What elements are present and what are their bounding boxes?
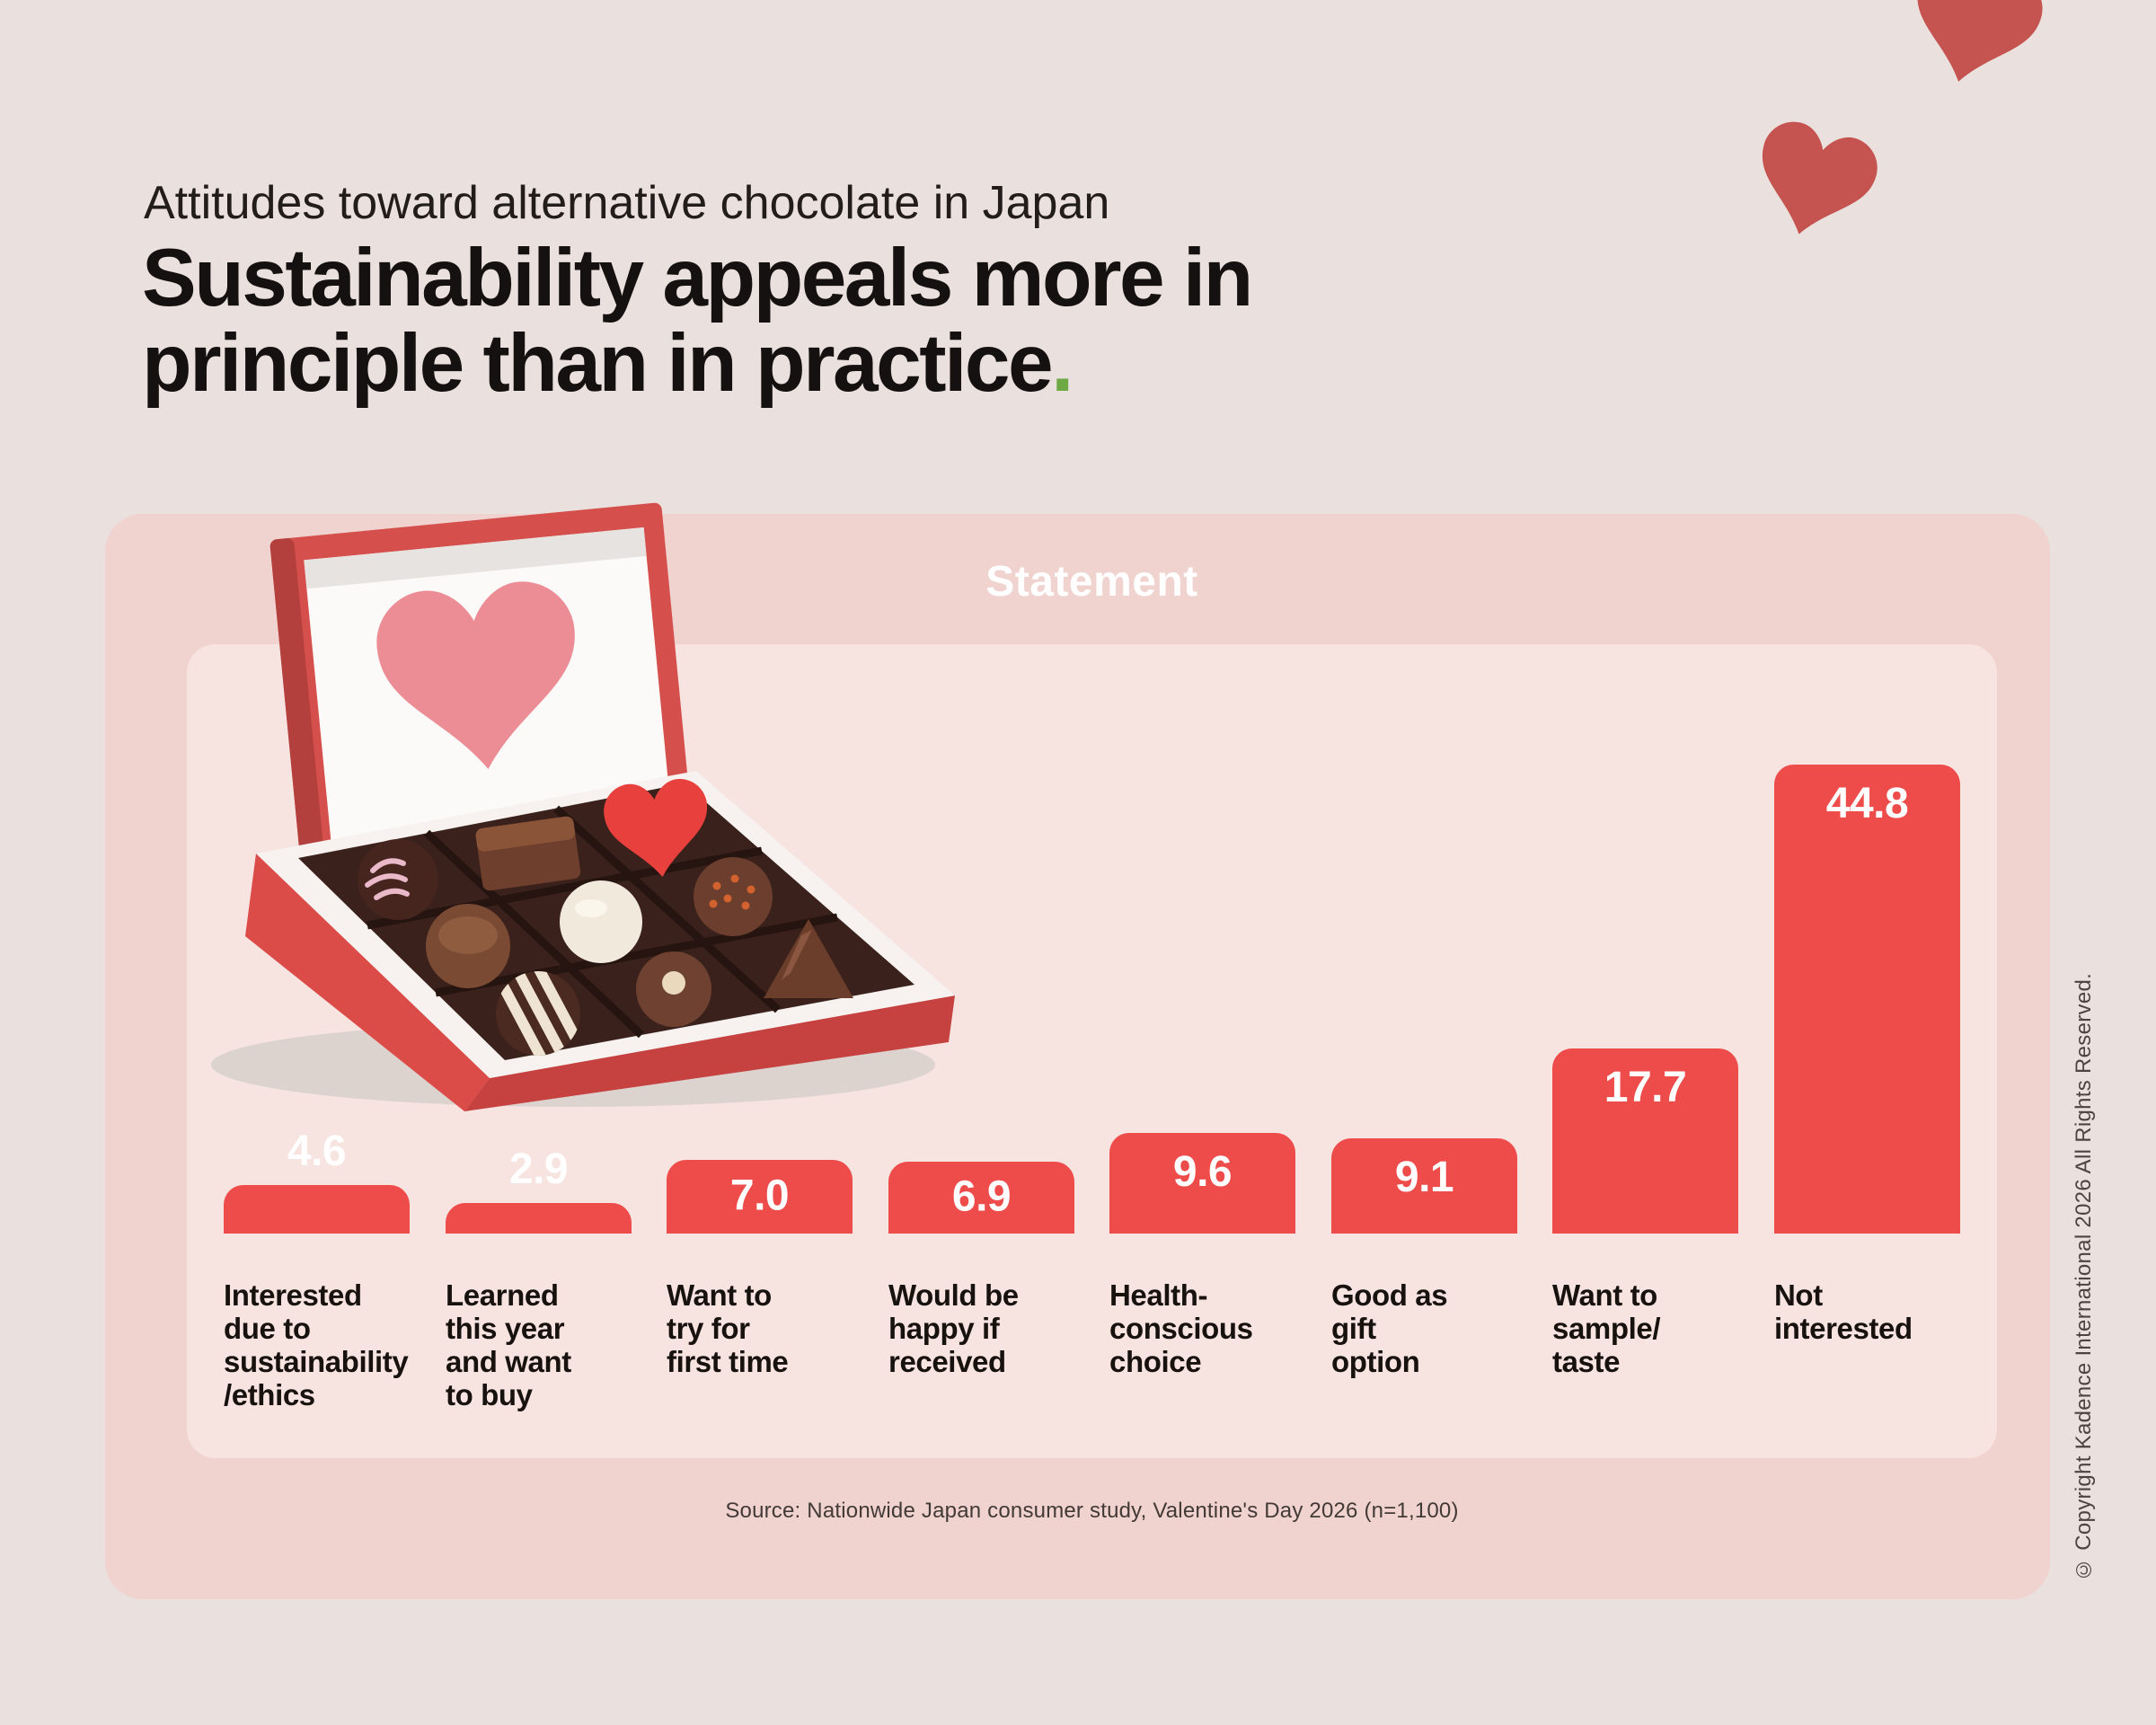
bar-category-label-1: Interested due to sustainability /ethics [224, 1278, 409, 1411]
bar-8: 44.8 [1774, 765, 1960, 1234]
title-accent-period: . [1051, 318, 1074, 409]
bar-category-label-2: Learned this year and want to buy [446, 1278, 571, 1411]
chocolate-square [475, 816, 581, 891]
kicker-subtitle: Attitudes toward alternative chocolate i… [144, 177, 1110, 229]
bar-1 [224, 1185, 410, 1234]
heart-icon [1743, 114, 1885, 251]
chart-column-header: Statement [985, 558, 1198, 606]
bar-3: 7.0 [667, 1160, 853, 1234]
chocolate-white [560, 880, 642, 963]
bar-4: 6.9 [888, 1162, 1074, 1234]
chocolate-dot [636, 951, 711, 1027]
bar-value-4: 6.9 [951, 1172, 1012, 1221]
bar-category-label-4: Would be happy if received [888, 1278, 1019, 1378]
bar-2 [446, 1203, 632, 1234]
box-lid [270, 502, 693, 872]
bar-category-label-7: Want to sample/ taste [1552, 1278, 1661, 1378]
chocolate-striped [496, 962, 581, 1065]
bar-value-2: 2.9 [508, 1146, 569, 1193]
corner-hearts-decoration [1743, 0, 2050, 251]
bar-5: 9.6 [1109, 1133, 1295, 1234]
box-body [245, 771, 955, 1111]
bar-category-label-3: Want to try for first time [667, 1278, 789, 1378]
chocolate-truffle-swirl [358, 839, 438, 920]
source-note: Source: Nationwide Japan consumer study,… [725, 1499, 1459, 1523]
bar-value-7: 17.7 [1604, 1064, 1687, 1111]
bar-value-5: 9.6 [1172, 1148, 1233, 1196]
bar-value-3: 7.0 [729, 1172, 790, 1220]
bar-value-1: 4.6 [287, 1128, 347, 1175]
bar-category-label-8: Not interested [1774, 1278, 1913, 1345]
bar-value-6: 9.1 [1394, 1154, 1454, 1201]
chocolate-box-illustration [211, 502, 955, 1111]
copyright-vertical-text: © Copyright Kadence International 2026 A… [2072, 972, 2096, 1581]
page-title: Sustainability appeals more in principle… [142, 233, 1253, 409]
page-title-text: Sustainability appeals more in principle… [142, 233, 1253, 409]
heart-icon [1897, 0, 2050, 99]
chocolate-triangle [764, 919, 853, 998]
chocolate-round [426, 904, 510, 988]
bar-7: 17.7 [1552, 1048, 1738, 1234]
bar-category-label-6: Good as gift option [1331, 1278, 1448, 1378]
bar-category-label-5: Health- conscious choice [1109, 1278, 1253, 1378]
bar-value-8: 44.8 [1825, 780, 1909, 827]
chocolate-sprinkles [694, 857, 773, 936]
bar-6: 9.1 [1331, 1138, 1517, 1234]
